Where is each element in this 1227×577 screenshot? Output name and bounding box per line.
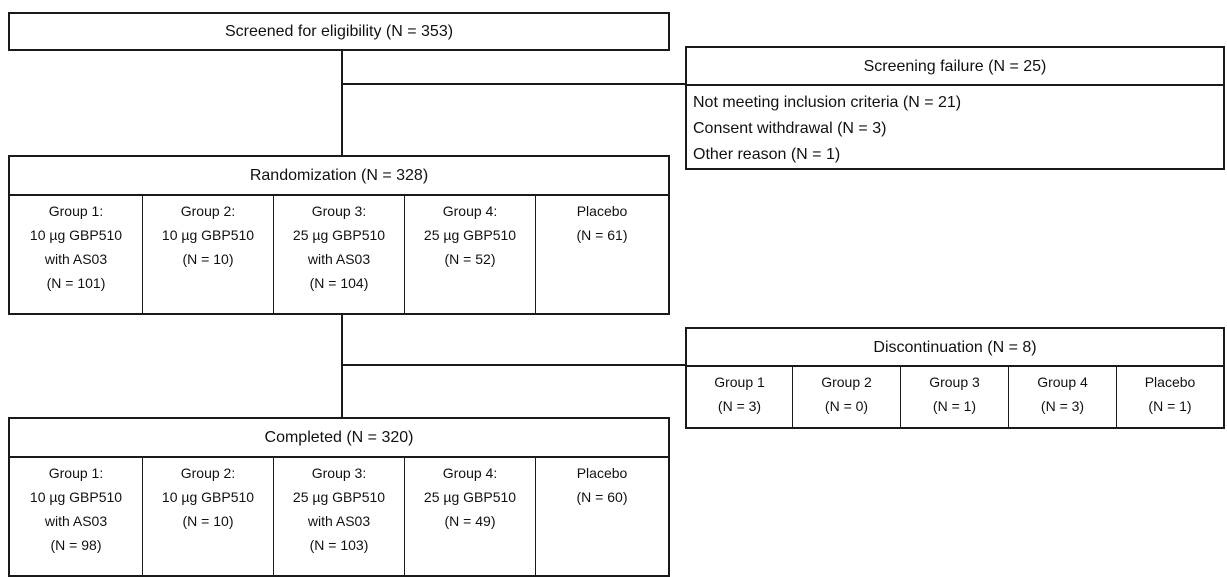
group-line: Group 4 — [1037, 374, 1088, 390]
group-line: (N = 103) — [309, 537, 369, 553]
discontinuation-groups: Group 1 (N = 3) Group 2 (N = 0) Group 3 … — [687, 366, 1223, 427]
group-line: (N = 49) — [444, 513, 496, 529]
completed-group-3: Group 3: 25 µg GBP510 with AS03 (N = 103… — [274, 457, 405, 575]
randomization-group-4: Group 4: 25 µg GBP510 (N = 52) — [405, 195, 536, 313]
group-line: (N = 3) — [717, 398, 762, 414]
group-line: Placebo — [576, 465, 628, 481]
group-line: 10 µg GBP510 — [29, 489, 123, 505]
group-line: Group 1: — [48, 203, 104, 219]
randomization-groups: Group 1: 10 µg GBP510 with AS03 (N = 101… — [10, 195, 668, 313]
discontinuation-group-3: Group 3 (N = 1) — [901, 366, 1009, 427]
screened-label: Screened for eligibility (N = 353) — [224, 23, 454, 40]
group-line: Group 3 — [929, 374, 980, 390]
group-line: (N = 1) — [1148, 398, 1192, 414]
group-line: Group 3: — [311, 203, 367, 219]
group-line: 25 µg GBP510 — [423, 489, 517, 505]
randomization-group-3: Group 3: 25 µg GBP510 with AS03 (N = 104… — [274, 195, 405, 313]
discontinuation-group-2: Group 2 (N = 0) — [793, 366, 901, 427]
completed-groups: Group 1: 10 µg GBP510 with AS03 (N = 98)… — [10, 457, 668, 575]
group-line: 10 µg GBP510 — [161, 489, 255, 505]
group-line: with AS03 — [307, 251, 371, 267]
discontinuation-group-1: Group 1 (N = 3) — [687, 366, 793, 427]
completed-group-1: Group 1: 10 µg GBP510 with AS03 (N = 98) — [10, 457, 143, 575]
discontinuation-group-4: Group 4 (N = 3) — [1009, 366, 1117, 427]
group-line: with AS03 — [44, 513, 108, 529]
completed-group-4: Group 4: 25 µg GBP510 (N = 49) — [405, 457, 536, 575]
group-line: Group 2 — [821, 374, 872, 390]
group-line: Group 4: — [442, 203, 498, 219]
group-line: (N = 101) — [46, 275, 106, 291]
group-line: 25 µg GBP510 — [423, 227, 517, 243]
connector-screened-to-randomization — [341, 50, 343, 156]
discontinuation-box: Discontinuation (N = 8) Group 1 (N = 3) … — [685, 327, 1225, 429]
group-line: with AS03 — [307, 513, 371, 529]
discontinuation-placebo: Placebo (N = 1) — [1117, 366, 1223, 427]
completed-box: Completed (N = 320) Group 1: 10 µg GBP51… — [8, 417, 670, 577]
randomization-title: Randomization (N = 328) — [249, 167, 429, 184]
group-line: (N = 98) — [50, 537, 102, 553]
screening-failure-box: Screening failure (N = 25) Not meeting i… — [685, 46, 1225, 170]
discontinuation-title: Discontinuation (N = 8) — [873, 339, 1037, 356]
completed-group-2: Group 2: 10 µg GBP510 (N = 10) — [143, 457, 274, 575]
group-line: (N = 3) — [1040, 398, 1085, 414]
group-line: Group 1 — [714, 374, 765, 390]
group-line: (N = 104) — [309, 275, 369, 291]
randomization-divider — [10, 194, 668, 196]
group-line: Group 2: — [180, 465, 236, 481]
group-line: Group 1: — [48, 465, 104, 481]
completed-title: Completed (N = 320) — [264, 429, 414, 446]
screened-box: Screened for eligibility (N = 353) — [8, 12, 670, 51]
group-line: 10 µg GBP510 — [29, 227, 123, 243]
group-line: Placebo — [1144, 374, 1196, 390]
completed-placebo: Placebo (N = 60) — [536, 457, 668, 575]
screening-failure-title: Screening failure (N = 25) — [863, 58, 1047, 75]
group-line: 25 µg GBP510 — [292, 227, 386, 243]
group-line: (N = 60) — [576, 489, 628, 505]
randomization-group-2: Group 2: 10 µg GBP510 (N = 10) — [143, 195, 274, 313]
group-line: (N = 52) — [444, 251, 496, 267]
failure-reason: Other reason (N = 1) — [693, 146, 841, 163]
screening-failure-reasons: Not meeting inclusion criteria (N = 21) … — [687, 90, 1223, 168]
connector-to-screening-failure — [341, 83, 686, 85]
connector-randomization-to-completed — [341, 314, 343, 418]
randomization-box: Randomization (N = 328) Group 1: 10 µg G… — [8, 155, 670, 315]
group-line: Placebo — [576, 203, 628, 219]
group-line: Group 3: — [311, 465, 367, 481]
failure-reason: Not meeting inclusion criteria (N = 21) — [693, 94, 962, 111]
failure-reason: Consent withdrawal (N = 3) — [693, 120, 887, 137]
screening-failure-divider — [687, 84, 1223, 86]
completed-divider — [10, 456, 668, 458]
group-line: Group 4: — [442, 465, 498, 481]
discontinuation-divider — [687, 365, 1223, 367]
randomization-placebo: Placebo (N = 61) — [536, 195, 668, 313]
group-line: Group 2: — [180, 203, 236, 219]
group-line: 25 µg GBP510 — [292, 489, 386, 505]
group-line: (N = 10) — [182, 513, 234, 529]
group-line: (N = 0) — [824, 398, 869, 414]
connector-to-discontinuation — [341, 364, 686, 366]
randomization-group-1: Group 1: 10 µg GBP510 with AS03 (N = 101… — [10, 195, 143, 313]
group-line: (N = 10) — [182, 251, 234, 267]
group-line: (N = 61) — [576, 227, 628, 243]
group-line: 10 µg GBP510 — [161, 227, 255, 243]
group-line: with AS03 — [44, 251, 108, 267]
group-line: (N = 1) — [932, 398, 977, 414]
